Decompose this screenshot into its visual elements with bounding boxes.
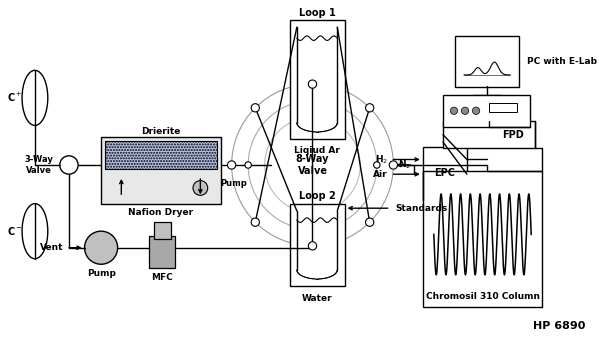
Text: 8-Way
Valve: 8-Way Valve xyxy=(296,154,329,176)
Bar xyxy=(105,141,217,169)
Circle shape xyxy=(228,161,236,169)
Text: Pump: Pump xyxy=(220,179,247,188)
Text: HP 6890: HP 6890 xyxy=(533,321,585,331)
Text: MFC: MFC xyxy=(151,273,173,282)
Text: Pump: Pump xyxy=(87,269,116,278)
Bar xyxy=(155,222,171,239)
Circle shape xyxy=(251,218,259,226)
Text: Loop 2: Loop 2 xyxy=(299,191,335,201)
Text: Vent: Vent xyxy=(40,243,63,252)
Circle shape xyxy=(473,107,480,115)
Bar xyxy=(149,236,175,268)
Bar xyxy=(423,171,542,308)
Ellipse shape xyxy=(22,70,48,125)
Ellipse shape xyxy=(22,203,48,259)
Text: Nafion Dryer: Nafion Dryer xyxy=(128,208,193,217)
Bar xyxy=(443,121,535,148)
Text: FPD: FPD xyxy=(502,130,524,140)
Text: C$^+$: C$^+$ xyxy=(7,91,22,104)
Circle shape xyxy=(248,101,377,230)
Text: Chromosil 310 Column: Chromosil 310 Column xyxy=(425,292,540,301)
Text: Standards: Standards xyxy=(395,204,447,213)
Bar xyxy=(289,20,344,139)
Circle shape xyxy=(60,156,78,174)
Circle shape xyxy=(245,162,252,168)
Circle shape xyxy=(389,161,398,169)
Circle shape xyxy=(232,84,394,246)
Text: H$_2$: H$_2$ xyxy=(375,153,388,166)
Circle shape xyxy=(365,218,374,226)
Bar xyxy=(455,36,519,87)
Circle shape xyxy=(265,117,360,213)
Circle shape xyxy=(251,104,259,112)
Text: Drierite: Drierite xyxy=(141,127,180,137)
Bar xyxy=(489,102,516,112)
Text: EPC: EPC xyxy=(434,168,455,178)
Circle shape xyxy=(461,107,469,115)
Text: 3-Way
Valve: 3-Way Valve xyxy=(24,155,53,175)
Circle shape xyxy=(365,104,374,112)
Circle shape xyxy=(193,180,208,195)
Bar xyxy=(289,203,344,286)
Circle shape xyxy=(308,242,317,250)
Circle shape xyxy=(450,107,458,115)
Bar xyxy=(101,138,220,203)
Circle shape xyxy=(308,80,317,88)
Bar xyxy=(423,147,467,200)
Text: N$_2$: N$_2$ xyxy=(398,159,411,171)
Circle shape xyxy=(84,231,117,264)
Text: C$^-$: C$^-$ xyxy=(7,225,23,237)
Text: Loop 1: Loop 1 xyxy=(299,8,335,18)
Text: Air: Air xyxy=(373,170,388,179)
Text: PC with E-Lab: PC with E-Lab xyxy=(527,57,597,66)
Text: Liqiud Ar: Liqiud Ar xyxy=(294,146,340,155)
Text: Water: Water xyxy=(302,294,332,303)
Bar xyxy=(443,95,530,127)
Circle shape xyxy=(374,162,380,168)
